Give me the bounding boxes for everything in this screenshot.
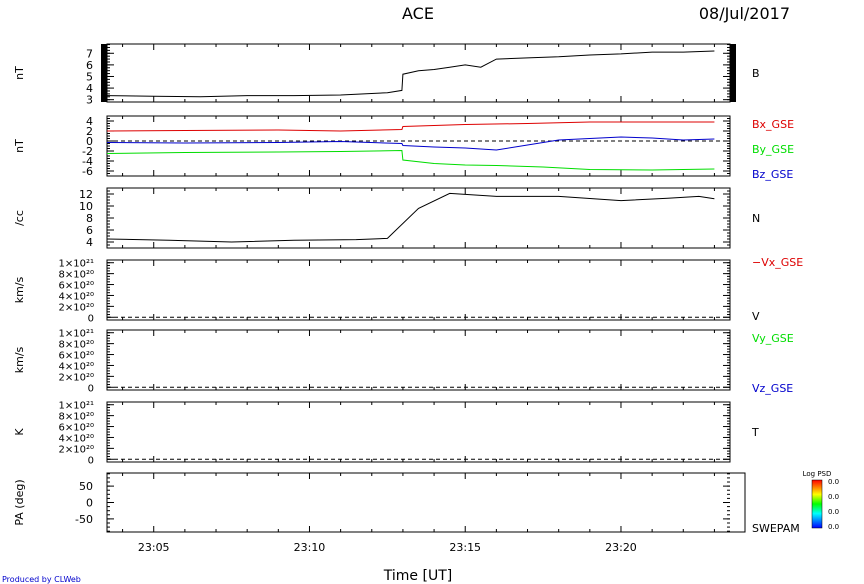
plot-date: 08/Jul/2017 (699, 4, 790, 23)
y-tick-label: 2×10²⁰ (59, 372, 94, 383)
series-label: Bz_GSE (752, 168, 793, 181)
y-tick-label: 6×10²⁰ (59, 423, 94, 434)
panel-1-left-bar (101, 44, 107, 102)
colorbar-tick-label: 0.0 (828, 508, 839, 516)
panel-frame (106, 187, 731, 249)
y-tick-label: 4×10²⁰ (59, 433, 94, 444)
y-tick-label: 4×10²⁰ (59, 361, 94, 372)
series-line-n (106, 192, 715, 243)
y-tick-label: 2×10²⁰ (59, 444, 94, 455)
y-tick-label: 8 (86, 212, 93, 225)
y-tick-label: 2 (86, 125, 93, 138)
y-tick-label: 8×10²⁰ (59, 340, 94, 351)
series-line-by-gse (106, 149, 715, 171)
y-tick-label: 0 (86, 135, 93, 148)
right-axis-label: V (752, 310, 760, 323)
y-tick-label: 4×10²⁰ (59, 291, 94, 302)
colorbar-tick-label: 0.0 (828, 493, 839, 501)
x-tick-label: 23:10 (294, 541, 326, 554)
y-axis-label: K (13, 428, 26, 436)
series-label: Vz_GSE (752, 382, 793, 395)
y-axis-label: /cc (13, 210, 26, 226)
y-tick-label: 12 (79, 188, 93, 201)
panel-frame (106, 329, 731, 391)
series-label: N (752, 212, 760, 225)
y-tick-label: 7 (86, 47, 93, 60)
plot-title: ACE (402, 4, 434, 23)
series-label: −Vx_GSE (752, 256, 803, 269)
y-tick-label: 6 (86, 224, 93, 237)
y-tick-label: 6 (86, 59, 93, 72)
series-line-b (106, 50, 715, 98)
y-tick-label: 0 (88, 383, 94, 394)
colorbar-tick-label: 0.0 (828, 523, 839, 531)
credit-text: Produced by CLWeb (2, 575, 81, 584)
y-tick-label: -6 (82, 165, 93, 178)
series-label: By_GSE (752, 143, 794, 156)
y-tick-label: 8×10²⁰ (59, 270, 94, 281)
series-label: Vy_GSE (752, 332, 794, 345)
panel-frame (106, 472, 746, 533)
y-tick-label: -2 (82, 145, 93, 158)
y-tick-label: 1×10²¹ (59, 401, 94, 412)
y-tick-label: -50 (75, 513, 93, 526)
y-axis-label: nT (13, 139, 26, 153)
y-tick-label: 4 (86, 82, 93, 95)
colorbar (811, 479, 823, 529)
y-tick-label: 1×10²¹ (59, 259, 94, 270)
series-label: B (752, 67, 760, 80)
y-axis-label: nT (13, 66, 26, 80)
y-tick-label: 5 (86, 70, 93, 83)
y-axis-label: km/s (13, 276, 26, 303)
series-line-bz-gse (106, 136, 715, 151)
y-tick-label: 0 (86, 497, 93, 510)
y-tick-label: 3 (86, 94, 93, 107)
y-tick-label: 6×10²⁰ (59, 281, 94, 292)
y-tick-label: 8×10²⁰ (59, 412, 94, 423)
y-tick-label: -4 (82, 155, 93, 168)
x-axis-label: Time [UT] (383, 568, 452, 584)
y-tick-label: 4 (86, 236, 93, 249)
x-tick-label: 23:05 (138, 541, 170, 554)
x-tick-label: 23:15 (449, 541, 481, 554)
series-label: T (751, 426, 759, 439)
panel-frame (106, 259, 731, 321)
y-tick-label: 1×10²¹ (59, 329, 94, 340)
y-tick-label: 50 (79, 480, 93, 493)
colorbar-tick-label: 0.0 (828, 478, 839, 486)
panel-frame (106, 401, 731, 463)
panel-1-right-bar (730, 44, 736, 102)
x-tick-label: 23:20 (605, 541, 637, 554)
right-axis-label: SWEPAM (752, 522, 800, 535)
series-line-bx-gse (106, 121, 715, 132)
y-tick-label: 0 (88, 313, 94, 324)
y-tick-label: 10 (79, 200, 93, 213)
series-label: Bx_GSE (752, 118, 794, 131)
y-tick-label: 6×10²⁰ (59, 351, 94, 362)
y-axis-label: PA (deg) (13, 479, 26, 525)
y-tick-label: 0 (88, 455, 94, 466)
y-tick-label: 2×10²⁰ (59, 302, 94, 313)
y-axis-label: km/s (13, 346, 26, 373)
colorbar-title: Log PSD (803, 470, 832, 478)
y-tick-label: 4 (86, 115, 93, 128)
